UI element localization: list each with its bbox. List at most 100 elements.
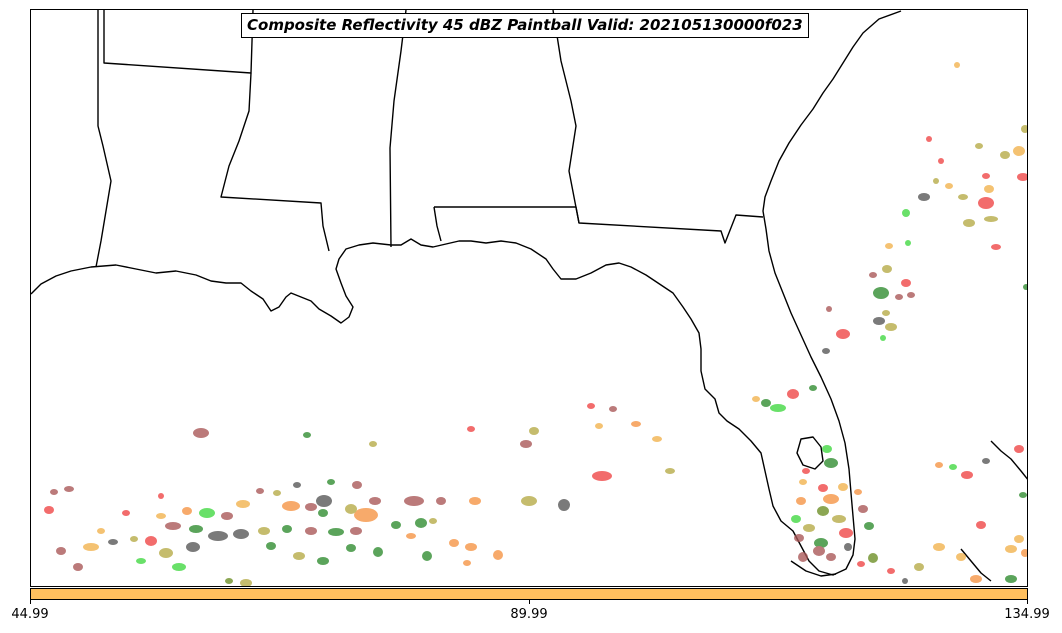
paintball-blob [328, 528, 344, 536]
colorbar-tick-max [1027, 600, 1028, 604]
paintball-blob [752, 396, 760, 402]
paintball-blob [836, 329, 850, 339]
paintball-blob [240, 579, 252, 586]
paintball-blob [858, 505, 868, 513]
paintball-blob [956, 553, 966, 561]
coastline [31, 10, 902, 576]
paintball-blob [869, 272, 877, 278]
paintball-blob [905, 240, 911, 246]
paintball-blob [1000, 151, 1010, 159]
border-ms-al [389, 10, 407, 248]
paintball-blob [369, 441, 377, 447]
paintball-blob [282, 525, 292, 533]
paintball-blob [818, 484, 828, 492]
paintball-blob [317, 557, 329, 565]
paintball-blob [991, 244, 1001, 250]
paintball-blob [56, 547, 66, 555]
paintball-blob [186, 542, 200, 552]
paintball-blob [303, 432, 311, 438]
paintball-blob [933, 178, 939, 184]
paintball-blob [984, 216, 998, 222]
paintball-blob [895, 294, 903, 300]
paintball-blob [978, 197, 994, 209]
paintball-blob [345, 504, 357, 514]
paintball-blob [976, 521, 986, 529]
paintball-blob [880, 335, 886, 341]
paintball-blob [44, 506, 54, 514]
paintball-blob [945, 183, 953, 189]
paintball-blob [595, 423, 603, 429]
paintball-blob [354, 508, 378, 522]
paintball-blob [918, 193, 930, 201]
paintball-blob [914, 563, 924, 571]
paintball-blob [587, 403, 595, 409]
paintball-blob [902, 209, 910, 217]
colorbar-tick-min [30, 600, 31, 604]
paintball-blob [406, 533, 416, 539]
paintball-blob [422, 551, 432, 561]
paintball-blob [609, 406, 617, 412]
paintball-blob [1021, 125, 1027, 133]
paintball-blob [352, 481, 362, 489]
paintball-blob [631, 421, 641, 427]
paintball-blob [1021, 549, 1027, 557]
paintball-blob [225, 578, 233, 584]
paintball-blob [791, 515, 801, 523]
paintball-blob [449, 539, 459, 547]
paintball-blob [822, 348, 830, 354]
lake-okeechobee [796, 436, 824, 470]
paintball-blob [318, 509, 328, 517]
paintball-blob [521, 496, 537, 506]
colorbar-tick-mid [529, 600, 530, 604]
paintball-blob [273, 490, 281, 496]
paintball-blob [802, 468, 810, 474]
colorbar-label-max: 134.99 [1004, 607, 1050, 622]
paintball-blob [108, 539, 118, 545]
paintball-blob [882, 310, 890, 316]
map-title: Composite Reflectivity 45 dBZ Paintball … [241, 13, 809, 38]
paintball-blob [165, 522, 181, 530]
border-al-ga [552, 10, 580, 224]
paintball-blob [159, 548, 173, 558]
paintball-blob [809, 385, 817, 391]
paintball-blob [369, 497, 381, 505]
paintball-blob [832, 515, 846, 523]
paintball-blob [907, 292, 915, 298]
paintball-blob [50, 489, 58, 495]
paintball-blob [982, 173, 990, 179]
paintball-blob [282, 501, 300, 511]
paintball-blob [592, 471, 612, 481]
paintball-blob [158, 493, 164, 499]
border-la-north [95, 10, 112, 268]
paintball-blob [901, 279, 911, 287]
florida-keys [790, 560, 837, 577]
paintball-blob [826, 553, 836, 561]
paintball-blob [761, 399, 771, 407]
paintball-blob [868, 553, 878, 563]
paintball-blob [436, 497, 446, 505]
paintball-blob [465, 543, 477, 551]
paintball-blob [970, 575, 982, 583]
paintball-blob [266, 542, 276, 550]
paintball-blob [1005, 575, 1017, 583]
paintball-blob [787, 389, 799, 399]
paintball-blob [844, 543, 852, 551]
paintball-blob [954, 62, 960, 68]
paintball-blob [189, 525, 203, 533]
paintball-blob [467, 426, 475, 432]
colorbar-label-mid: 89.99 [510, 607, 548, 622]
paintball-blob [813, 546, 825, 556]
paintball-blob [839, 528, 853, 538]
paintball-blob [935, 462, 943, 468]
paintball-blob [798, 552, 808, 562]
border-al-fl [434, 206, 764, 244]
paintball-blob [256, 488, 264, 494]
paintball-blob [885, 323, 897, 331]
paintball-blob [885, 243, 893, 249]
paintball-blob [258, 527, 270, 535]
border-la-ms-top [103, 10, 254, 74]
paintball-blob [327, 479, 335, 485]
paintball-blob [902, 578, 908, 584]
paintball-blob [961, 471, 973, 479]
paintball-blob [1019, 492, 1027, 498]
